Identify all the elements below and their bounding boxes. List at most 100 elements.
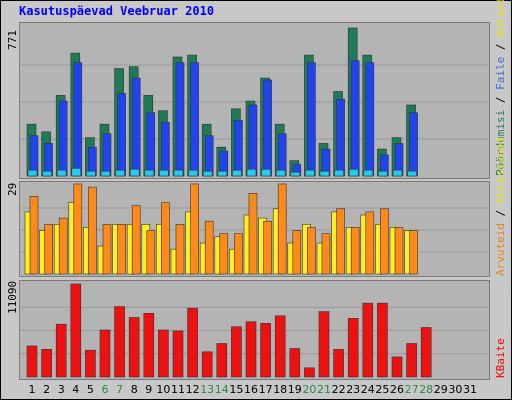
bar-pages (363, 169, 374, 177)
bar-sites (58, 217, 68, 275)
x-tick-label: 22 (331, 383, 346, 396)
bar-kbytes (406, 343, 417, 378)
bar-kbytes (289, 348, 301, 378)
bar-sites (161, 202, 170, 275)
x-tick-label: 27 (404, 383, 419, 396)
bar-sites (44, 224, 53, 275)
bar-pages (261, 169, 271, 177)
bar-kbytes (362, 302, 374, 378)
bar-pages (42, 170, 52, 177)
x-tick-label: 28 (419, 383, 434, 396)
bar-pages (334, 169, 344, 177)
bar-kbytes (55, 323, 67, 378)
bar-files (117, 93, 126, 177)
bar-kbytes (231, 326, 242, 378)
bar-sites (204, 220, 214, 275)
bar-pages (115, 169, 125, 177)
x-tick-label: 7 (116, 383, 124, 396)
bar-files (146, 112, 156, 177)
x-tick-label: 13 (200, 383, 215, 396)
bar-sites (248, 193, 258, 275)
bar-sites (409, 230, 418, 275)
bar-kbytes (201, 351, 213, 378)
bar-sites (88, 186, 97, 275)
x-tick-label: 18 (273, 383, 288, 396)
bar-files (161, 122, 170, 177)
x-tick-label: 2 (43, 383, 51, 396)
bar-pages (217, 170, 228, 177)
bar-kbytes (391, 356, 403, 378)
x-tick-label: 25 (375, 383, 390, 396)
bar-kbytes (245, 321, 257, 378)
bar-sites (131, 205, 141, 275)
bar-pages (144, 169, 155, 177)
x-tick-label: 26 (390, 383, 404, 396)
bar-kbytes (333, 348, 344, 378)
bar-sites (263, 220, 272, 275)
bar-kbytes (85, 349, 96, 378)
x-tick-label: 9 (145, 383, 153, 396)
bar-kbytes (187, 307, 198, 378)
bar-sites (73, 183, 83, 275)
bar-files (102, 133, 112, 177)
bar-kbytes (304, 367, 315, 378)
bar-pages (275, 169, 286, 177)
bar-pages (129, 169, 140, 177)
x-tick-label: 5 (86, 383, 94, 396)
bar-files (350, 60, 360, 177)
x-tick-label: 16 (244, 383, 258, 396)
bar-kbytes (158, 329, 169, 378)
bar-pages (305, 169, 315, 177)
bar-sites (175, 224, 185, 275)
bar-kbytes (216, 343, 228, 378)
x-tick-label: 17 (258, 383, 273, 396)
bar-sites (277, 183, 287, 275)
x-tick-label: 15 (229, 383, 244, 396)
bar-files (263, 79, 272, 177)
bar-kbytes (274, 315, 286, 378)
bar-files (204, 135, 214, 177)
bar-kbytes (128, 317, 140, 378)
x-tick-label: 1 (28, 383, 36, 396)
bar-files (307, 62, 316, 177)
x-tick-label: 30 (448, 383, 463, 396)
x-tick-label: 29 (433, 383, 448, 396)
bar-sites (321, 233, 331, 275)
x-tick-label: 21 (317, 383, 331, 396)
x-tick-label: 19 (287, 383, 302, 396)
bar-sites (219, 233, 229, 275)
bar-sites (146, 230, 156, 275)
chart-title: Kasutuspäevad Veebruar 2010 (19, 4, 215, 18)
bar-kbytes (377, 302, 388, 378)
bar-pages (407, 170, 417, 177)
bar-sites (29, 196, 39, 275)
x-tick-label: 23 (346, 383, 361, 396)
x-tick-label: 8 (130, 383, 138, 396)
bar-pages (100, 170, 111, 177)
bar-files (365, 62, 375, 177)
bar-pages (290, 171, 301, 177)
bar-sites (350, 227, 360, 275)
bar-kbytes (114, 306, 125, 378)
bar-pages (202, 170, 213, 177)
bar-sites (190, 183, 199, 275)
bar-pages (56, 169, 67, 177)
bar-sites (292, 230, 302, 275)
bar-kbytes (318, 311, 330, 378)
bar-sites (365, 211, 375, 275)
bar-pages (188, 169, 198, 177)
bar-sites (234, 233, 243, 275)
bar-files (409, 112, 418, 177)
x-tick-label: 20 (302, 383, 317, 396)
bar-sites (117, 224, 126, 275)
x-tick-label: 11 (171, 383, 185, 396)
bar-pages (27, 169, 38, 177)
bar-kbytes (70, 283, 82, 378)
bar-files (175, 62, 185, 177)
bar-sites (307, 227, 316, 275)
bar-sites (102, 224, 112, 275)
bar-pages (86, 170, 96, 177)
bar-files (131, 77, 141, 177)
bar-files (248, 104, 258, 177)
